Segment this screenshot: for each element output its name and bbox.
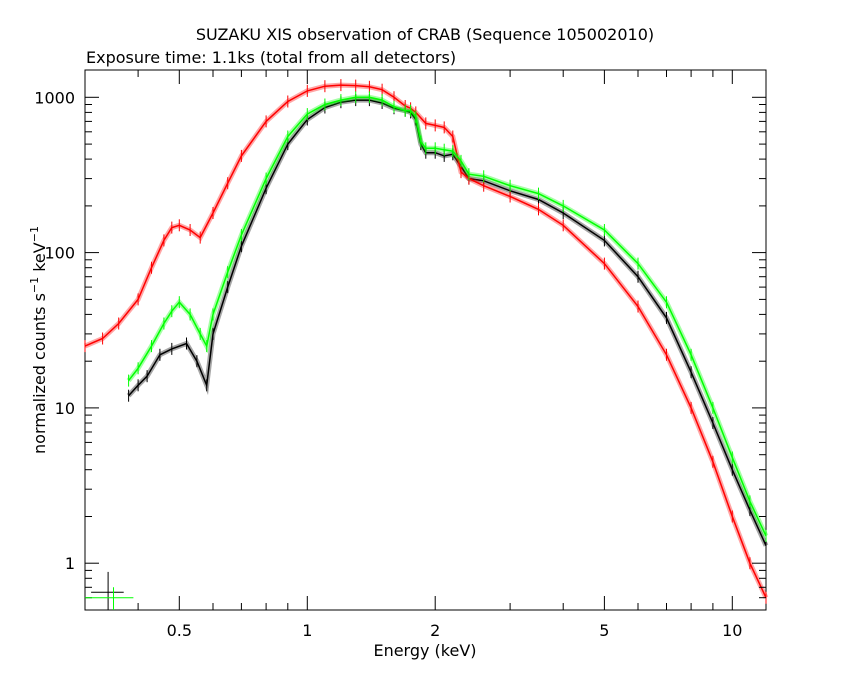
x-axis-label: Energy (keV): [373, 641, 476, 660]
y-tick-label-0: 1: [65, 554, 75, 573]
y-tick-label-1: 10: [55, 399, 75, 418]
y-axis-label-main: normalized counts s: [30, 293, 49, 454]
series-layer: [84, 79, 769, 604]
x-tick-label-4: 10: [722, 621, 742, 640]
series-2-band: [126, 94, 769, 537]
y-tick-label-3: 1000: [34, 88, 75, 107]
series-0-line: [128, 99, 767, 546]
x-tick-label-1: 1: [302, 621, 312, 640]
plot-frame: [84, 69, 767, 611]
ticks-layer: 0.5 1 2 5 10 1 10 100 1000: [34, 70, 766, 640]
markers-layer: [85, 571, 134, 610]
corner-marker-1: [85, 587, 134, 610]
y-axis-label-exp2: −1: [28, 226, 41, 242]
series-2-line: [128, 96, 767, 537]
series-0: [126, 94, 769, 552]
series-0-band: [126, 97, 769, 547]
chart-title: SUZAKU XIS observation of CRAB (Sequence…: [196, 25, 654, 44]
corner-marker-0: [91, 571, 124, 610]
y-axis-label: normalized counts s−1 keV−1: [28, 226, 49, 454]
y-tick-label-2: 100: [44, 244, 75, 263]
series-2: [126, 91, 769, 542]
chart-subtitle: Exposure time: 1.1ks (total from all det…: [86, 48, 456, 67]
y-axis-label-mid: keV: [30, 242, 49, 277]
series-1: [84, 79, 769, 604]
y-axis-label-exp1: −1: [28, 277, 41, 293]
x-tick-label-2: 2: [430, 621, 440, 640]
x-tick-label-3: 5: [599, 621, 609, 640]
x-tick-label-0: 0.5: [167, 621, 192, 640]
